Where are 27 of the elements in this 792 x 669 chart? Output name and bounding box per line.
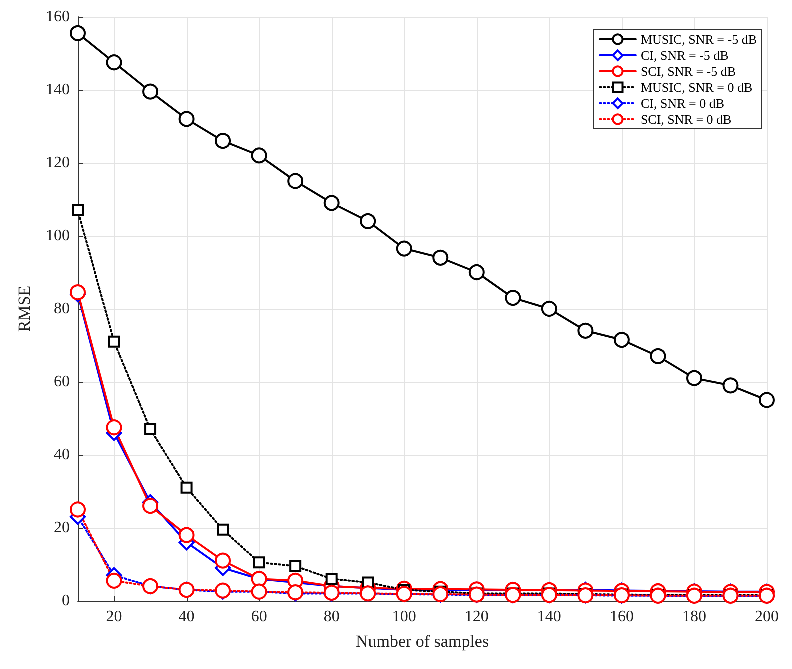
- x-tick-label: 160: [610, 608, 634, 626]
- x-tick-label: 180: [682, 608, 706, 626]
- legend-label: CI, SNR = -5 dB: [640, 48, 730, 63]
- y-tick-label: 120: [46, 154, 70, 172]
- legend-label: CI, SNR = 0 dB: [640, 96, 725, 111]
- x-tick-label: 120: [464, 608, 489, 626]
- legend-label: SCI, SNR = 0 dB: [640, 112, 732, 127]
- x-tick-label: 200: [755, 608, 779, 626]
- x-tick-label: 100: [392, 608, 416, 626]
- x-tick-label: 80: [324, 608, 340, 626]
- y-axis-title: RMSE: [15, 286, 34, 332]
- y-tick-label: 100: [46, 228, 70, 244]
- y-tick-label: 80: [54, 300, 70, 318]
- x-axis-title: Number of samples: [356, 632, 490, 651]
- x-tick-label: 60: [251, 608, 268, 626]
- y-tick-label: 160: [46, 8, 70, 26]
- y-tick-label: 60: [54, 374, 70, 390]
- y-tick-label: 40: [54, 446, 70, 464]
- x-tick-label: 20: [106, 608, 122, 626]
- legend-label: MUSIC, SNR = 0 dB: [640, 80, 753, 95]
- x-tick-label: 40: [178, 608, 195, 626]
- y-tick-label: 20: [54, 520, 70, 536]
- x-tick-label: 140: [537, 608, 562, 626]
- y-tick-label: 140: [46, 82, 70, 98]
- legend-label: SCI, SNR = -5 dB: [640, 64, 736, 79]
- legend-label: MUSIC, SNR = -5 dB: [640, 32, 758, 47]
- y-tick-label: 0: [62, 592, 70, 610]
